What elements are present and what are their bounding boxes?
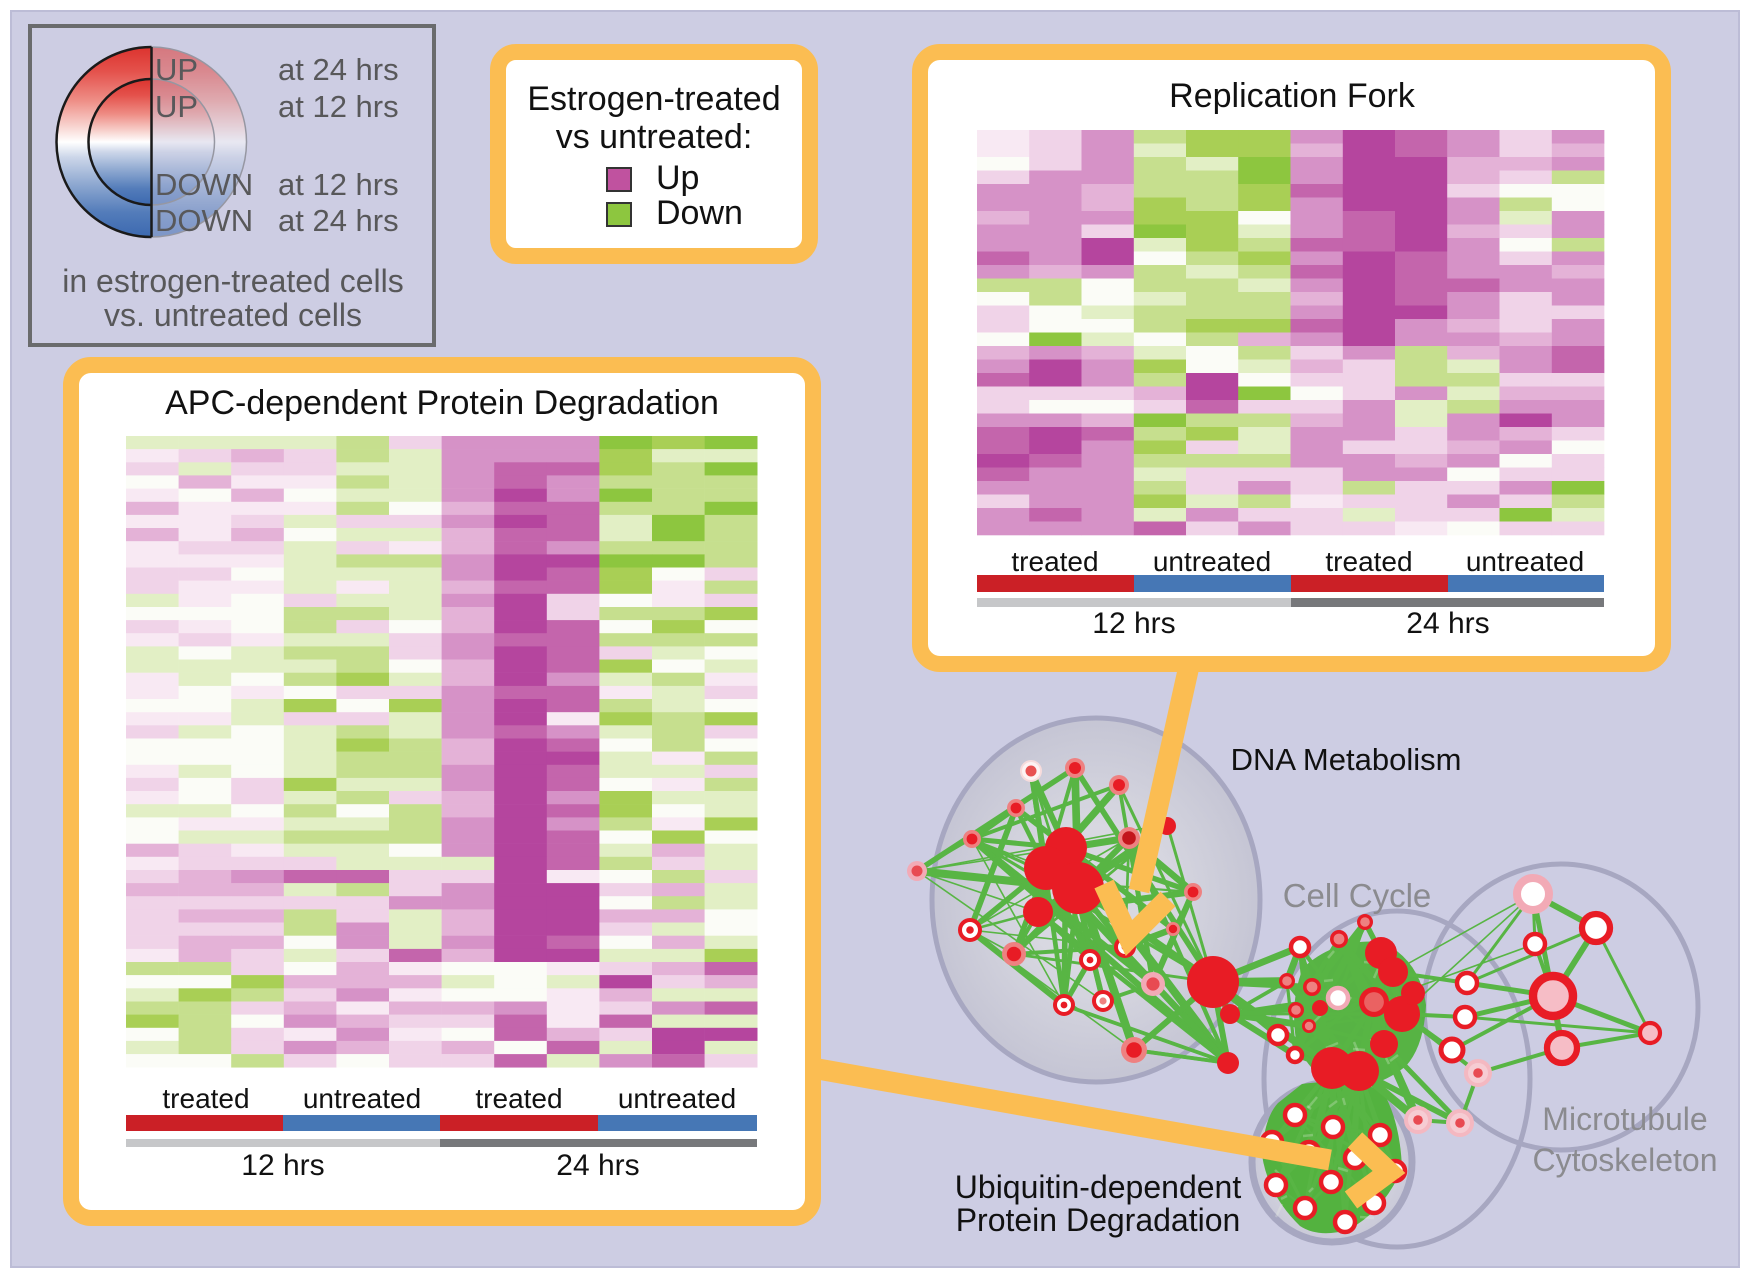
svg-text:12 hrs: 12 hrs	[1092, 607, 1175, 640]
svg-text:at 12 hrs: at 12 hrs	[278, 167, 399, 202]
svg-text:at 24 hrs: at 24 hrs	[278, 52, 399, 87]
svg-text:Microtubule: Microtubule	[1542, 1101, 1707, 1137]
svg-text:treated: treated	[1011, 546, 1098, 577]
svg-text:treated: treated	[475, 1083, 562, 1114]
svg-text:Estrogen-treated: Estrogen-treated	[527, 80, 780, 118]
svg-text:untreated: untreated	[618, 1083, 736, 1114]
svg-text:DNA Metabolism: DNA Metabolism	[1231, 742, 1462, 777]
svg-text:Cytoskeleton: Cytoskeleton	[1533, 1142, 1718, 1178]
svg-text:24 hrs: 24 hrs	[1406, 607, 1489, 640]
svg-text:Down: Down	[656, 194, 743, 232]
svg-text:12 hrs: 12 hrs	[241, 1149, 324, 1182]
svg-text:in estrogen-treated cells: in estrogen-treated cells	[62, 263, 404, 299]
svg-text:treated: treated	[162, 1083, 249, 1114]
svg-text:Protein Degradation: Protein Degradation	[956, 1202, 1241, 1238]
svg-text:UP: UP	[155, 89, 198, 124]
svg-text:DOWN: DOWN	[155, 167, 253, 202]
svg-text:APC-dependent Protein Degradat: APC-dependent Protein Degradation	[165, 384, 719, 422]
svg-text:Ubiquitin-dependent: Ubiquitin-dependent	[955, 1169, 1242, 1205]
svg-text:DOWN: DOWN	[155, 203, 253, 238]
svg-text:UP: UP	[155, 52, 198, 87]
svg-text:at 12 hrs: at 12 hrs	[278, 89, 399, 124]
svg-text:treated: treated	[1325, 546, 1412, 577]
svg-text:24 hrs: 24 hrs	[556, 1149, 639, 1182]
svg-text:vs. untreated cells: vs. untreated cells	[104, 297, 362, 333]
svg-text:Up: Up	[656, 159, 699, 197]
svg-text:untreated: untreated	[303, 1083, 421, 1114]
svg-text:Cell Cycle: Cell Cycle	[1283, 877, 1432, 914]
svg-text:untreated: untreated	[1153, 546, 1271, 577]
svg-text:Replication Fork: Replication Fork	[1169, 77, 1416, 115]
svg-text:untreated: untreated	[1466, 546, 1584, 577]
svg-text:at 24 hrs: at 24 hrs	[278, 203, 399, 238]
svg-text:vs untreated:: vs untreated:	[556, 118, 753, 156]
